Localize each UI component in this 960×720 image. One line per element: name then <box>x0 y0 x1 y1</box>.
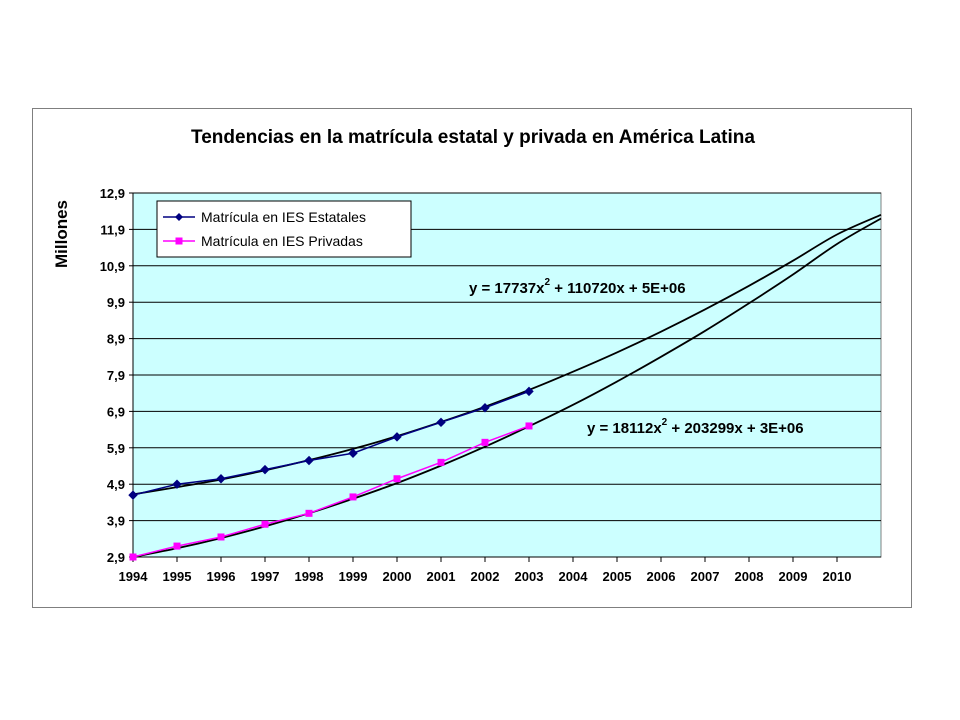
data-point-privadas <box>173 542 181 550</box>
y-tick-label: 12,9 <box>100 186 125 201</box>
plot-area: 2,9 3,9 4,9 5,9 6,9 7,9 8,9 9,9 10,9 11,9 12,9 1994… <box>100 186 882 584</box>
legend-marker-estatales <box>175 213 183 221</box>
data-point-privadas <box>261 520 269 528</box>
y-tick-label: 8,9 <box>107 332 125 347</box>
x-tick-label: 2000 <box>383 569 412 584</box>
x-tick-label: 1998 <box>295 569 324 584</box>
data-point-estatales <box>216 474 226 484</box>
series-line-privadas <box>132 425 530 558</box>
x-tick-label: 2010 <box>823 569 852 584</box>
x-tick-label: 2005 <box>603 569 632 584</box>
chart-frame: Tendencias en la matrícula estatal y pri… <box>32 108 912 608</box>
data-point-privadas <box>481 438 489 446</box>
x-tick-label: 2004 <box>559 569 589 584</box>
x-tick-label: 2007 <box>691 569 720 584</box>
trendline-privadas <box>132 217 882 558</box>
chart-title: Tendencias en la matrícula estatal y pri… <box>191 127 755 148</box>
y-tick-label: 2,9 <box>107 550 125 565</box>
data-point-estatales <box>172 479 182 489</box>
data-point-privadas <box>129 553 137 561</box>
y-tick-label: 5,9 <box>107 441 125 456</box>
legend-label-estatales: Matrícula en IES Estatales <box>201 209 366 225</box>
x-tick-label: 2006 <box>647 569 676 584</box>
data-point-estatales <box>304 455 314 466</box>
trendline-equation-estatales: y = 17737x2 + 110720x + 5E+06 <box>469 277 686 297</box>
x-tick-label: 1996 <box>207 569 236 584</box>
data-point-privadas <box>305 509 313 517</box>
data-point-privadas <box>437 458 445 466</box>
data-point-estatales <box>524 386 534 397</box>
y-tick-label: 11,9 <box>100 222 125 237</box>
data-point-privadas <box>217 533 225 541</box>
data-point-privadas <box>349 493 357 501</box>
data-point-estatales <box>436 417 446 428</box>
x-tick-label: 1997 <box>251 569 280 584</box>
x-tick-label: 2003 <box>515 569 544 584</box>
data-point-estatales <box>128 490 138 500</box>
data-point-privadas <box>525 422 533 430</box>
data-point-estatales <box>260 464 270 475</box>
x-tick-label: 2008 <box>735 569 764 584</box>
data-point-estatales <box>480 403 490 413</box>
y-tick-label: 10,9 <box>100 259 125 274</box>
chart-svg: Tendencias en la matrícula estatal y pri… <box>52 127 882 584</box>
x-tick-label: 2001 <box>427 569 456 584</box>
y-tick-label: 3,9 <box>107 514 125 529</box>
x-tick-label: 1999 <box>339 569 368 584</box>
data-point-privadas <box>393 475 401 483</box>
x-tick-label: 1994 <box>119 569 149 584</box>
data-point-estatales <box>348 448 358 458</box>
legend-marker-privadas <box>175 237 183 245</box>
legend-box <box>156 200 412 258</box>
trendline-estatales <box>132 214 882 496</box>
legend-label-privadas: Matrícula en IES Privadas <box>201 233 363 249</box>
x-tick-label: 1995 <box>163 569 192 584</box>
y-tick-label: 9,9 <box>107 295 125 310</box>
y-tick-label: 6,9 <box>107 404 125 419</box>
trendline-equation-privadas: y = 18112x2 + 203299x + 3E+06 <box>587 417 804 437</box>
x-tick-label: 2002 <box>471 569 500 584</box>
y-tick-label: 4,9 <box>107 477 125 492</box>
data-point-estatales <box>392 432 402 442</box>
y-tick-label: 7,9 <box>107 368 125 383</box>
y-axis-label: Millones <box>52 200 71 268</box>
series-line-estatales <box>132 390 530 496</box>
x-tick-label: 2009 <box>779 569 808 584</box>
